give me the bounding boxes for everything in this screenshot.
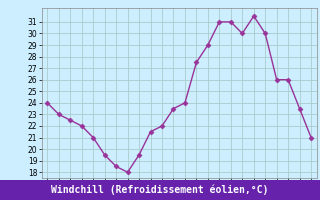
- Text: Windchill (Refroidissement éolien,°C): Windchill (Refroidissement éolien,°C): [51, 185, 269, 195]
